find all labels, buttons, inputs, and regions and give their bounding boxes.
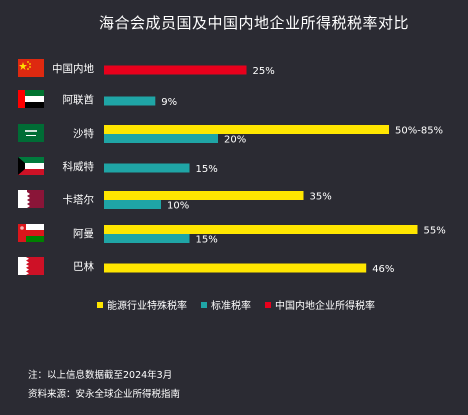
category-label-qatar: 卡塔尔 <box>63 193 95 206</box>
chart-legend: 能源行业特殊税率 标准税率 中国内地企业所得税率 <box>97 297 375 312</box>
uae-flag-icon <box>18 90 44 108</box>
bar-energy-qatar <box>104 191 304 200</box>
data-label-standard-saudi: 20% <box>224 135 246 146</box>
footnotes: 注：以上信息数据截至2024年3月 资料来源：安永全球企业所得税指南 <box>28 366 180 404</box>
legend-item-energy: 能源行业特殊税率 <box>97 297 187 312</box>
kuwait-flag-icon <box>18 157 44 175</box>
bahrain-flag-icon <box>18 257 44 275</box>
legend-swatch-china <box>265 301 271 308</box>
data-label-energy-bahrain: 46% <box>372 264 394 275</box>
bar-standard-qatar <box>104 200 161 209</box>
saudi-flag-icon <box>18 124 44 142</box>
bar-energy-bahrain <box>104 263 367 273</box>
note-text: 注：以上信息数据截至2024年3月 <box>28 370 173 381</box>
category-label-uae: 阿联酋 <box>63 93 95 106</box>
legend-swatch-standard <box>201 301 207 308</box>
source-text: 资料来源：安永全球企业所得税指南 <box>28 389 181 400</box>
data-label-china-china: 25% <box>253 66 275 77</box>
category-label-oman: 阿曼 <box>73 228 94 240</box>
bar-standard-oman <box>104 234 190 243</box>
oman-flag-icon <box>18 224 44 242</box>
data-label-energy-oman: 55% <box>424 226 446 237</box>
bar-energy-saudi <box>104 125 389 134</box>
bar-standard-kuwait <box>104 163 190 173</box>
data-label-standard-kuwait: 15% <box>196 164 218 175</box>
bar-standard-uae <box>104 96 156 106</box>
legend-label-energy: 能源行业特殊税率 <box>107 301 187 312</box>
category-label-kuwait: 科威特 <box>63 160 95 173</box>
legend-label-china: 中国内地企业所得税率 <box>275 301 375 312</box>
legend-swatch-energy <box>97 301 103 308</box>
bar-energy-oman <box>104 225 418 234</box>
chart-title: 海合会成员国及中国内地企业所得税税率对比 <box>98 14 409 32</box>
legend-item-standard: 标准税率 <box>201 297 251 312</box>
data-label-standard-oman: 15% <box>196 235 218 246</box>
legend-label-standard: 标准税率 <box>211 301 251 312</box>
category-label-saudi: 沙特 <box>73 128 94 140</box>
qatar-flag-icon <box>18 190 44 208</box>
bar-standard-saudi <box>104 134 218 143</box>
legend-item-china: 中国内地企业所得税率 <box>265 297 375 312</box>
data-label-standard-uae: 9% <box>161 97 177 108</box>
data-label-energy-saudi: 50%-85% <box>395 126 443 137</box>
data-label-energy-qatar: 35% <box>310 192 332 203</box>
category-label-china: 中国内地 <box>52 62 94 75</box>
bar-china-china <box>104 65 247 75</box>
china-flag-icon <box>18 59 44 77</box>
category-label-bahrain: 巴林 <box>73 260 94 273</box>
data-label-standard-qatar: 10% <box>167 201 189 212</box>
